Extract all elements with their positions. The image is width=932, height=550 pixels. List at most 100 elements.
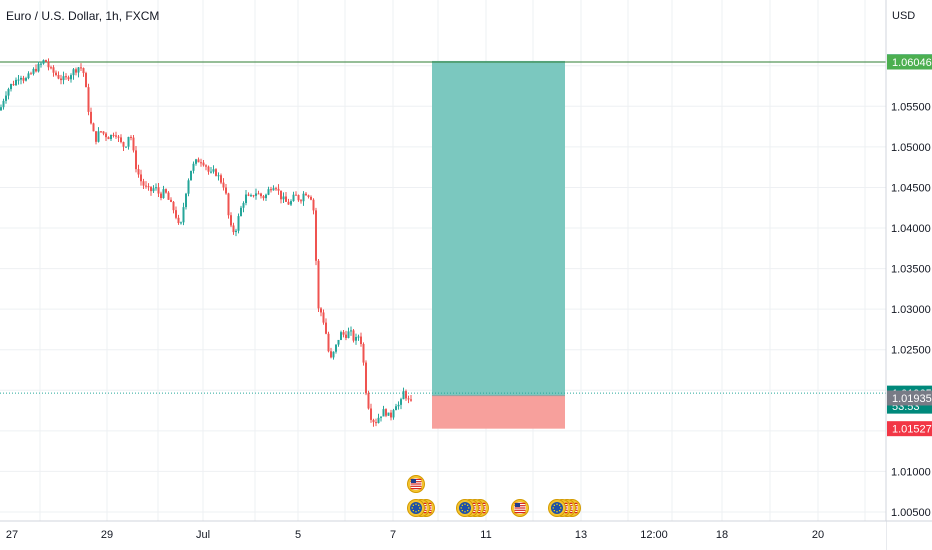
candle-down: [60, 74, 62, 85]
event-group[interactable]: [407, 499, 435, 517]
candle-down: [370, 403, 372, 423]
candle-up: [355, 333, 357, 345]
price-axis-bg: [886, 0, 932, 550]
time-tick-label: 12:00: [640, 529, 668, 541]
candle-up: [210, 167, 212, 174]
candle-up: [162, 185, 165, 199]
candle-down: [365, 360, 367, 396]
candle-up: [337, 339, 340, 347]
candle-up: [387, 412, 390, 416]
candle-up: [77, 66, 80, 78]
time-tick-label: 11: [480, 529, 491, 541]
candle-down: [165, 188, 167, 194]
svg-text:1.06046: 1.06046: [892, 57, 932, 69]
candle-down: [175, 206, 177, 220]
candle-down: [215, 168, 217, 177]
candle-up: [97, 127, 100, 143]
candle-up: [245, 190, 247, 206]
candle-down: [207, 165, 210, 175]
entry-price-tag: 1.01935: [887, 390, 932, 406]
candle-up: [335, 344, 337, 354]
candle-down: [322, 309, 325, 325]
candles: [0, 58, 412, 427]
candle-up: [240, 205, 242, 217]
us-flag-icon[interactable]: [511, 499, 529, 517]
candle-up: [127, 136, 130, 150]
candle-down: [35, 64, 37, 73]
candle-down: [270, 186, 272, 193]
price-tick-label: 1.05500: [891, 101, 931, 113]
economic-events[interactable]: [407, 475, 581, 517]
price-tick-label: 1.04000: [891, 223, 931, 235]
loss-zone[interactable]: [432, 395, 565, 429]
candle-down: [262, 194, 265, 201]
candle-up: [250, 193, 252, 197]
candle-up: [382, 405, 385, 417]
candle-down: [132, 135, 135, 153]
eu-flag-icon[interactable]: [548, 499, 566, 517]
candle-down: [160, 191, 162, 201]
time-tick-label: Jul: [196, 529, 210, 541]
svg-text:1.01527: 1.01527: [892, 424, 932, 436]
candle-up: [182, 202, 185, 226]
candle-up: [332, 351, 335, 360]
candle-down: [142, 178, 145, 190]
candle-down: [277, 184, 280, 195]
candle-down: [362, 342, 365, 366]
time-axis[interactable]: 27 29 Jul 5 7 11 13 12:00 18 20: [0, 520, 932, 550]
candle-down: [87, 83, 90, 116]
candle-up: [282, 192, 285, 203]
candle-up: [72, 67, 75, 80]
candle-down: [247, 192, 250, 197]
us-flag-icon[interactable]: [407, 475, 425, 493]
candle-down: [280, 190, 282, 204]
candle-up: [290, 199, 292, 207]
event-group[interactable]: [456, 499, 489, 517]
candle-down: [105, 132, 107, 142]
price-axis[interactable]: USD 1.05500 1.05000 1.04500 1.04000 1.03500 1.…: [885, 0, 932, 550]
event-group[interactable]: [511, 499, 529, 517]
candle-down: [330, 347, 332, 359]
time-tick-label: 20: [812, 529, 824, 541]
candle-up: [5, 91, 7, 104]
candle-down: [67, 75, 70, 82]
candle-up: [302, 191, 305, 206]
candle-up: [272, 185, 275, 191]
candle-up: [377, 413, 380, 424]
price-tick-label: 1.00500: [891, 507, 931, 519]
candle-up: [10, 83, 12, 92]
candle-down: [345, 330, 347, 341]
candle-down: [227, 192, 230, 219]
price-tick-label: 1.02500: [891, 345, 931, 357]
eu-flag-icon[interactable]: [456, 499, 474, 517]
candle-down: [147, 183, 150, 191]
candle-up: [42, 59, 45, 65]
candle-down: [115, 131, 117, 139]
price-tick-label: 1.03000: [891, 304, 931, 316]
candle-down: [385, 408, 387, 418]
candle-down: [407, 395, 410, 404]
candle-down: [205, 164, 207, 171]
candle-down: [172, 201, 175, 214]
position-tool[interactable]: [432, 60, 565, 429]
candle-down: [372, 418, 375, 427]
candle-down: [297, 194, 300, 202]
candle-up: [187, 178, 190, 197]
candle-down: [325, 318, 327, 335]
candle-up: [25, 76, 27, 82]
event-group[interactable]: [548, 499, 581, 517]
candle-up: [267, 186, 270, 196]
svg-text:1.01935: 1.01935: [892, 393, 932, 405]
time-tick-label: 29: [101, 529, 113, 541]
candle-up: [62, 71, 65, 85]
candle-down: [305, 191, 307, 196]
candle-down: [295, 191, 297, 196]
candle-down: [50, 65, 52, 70]
candle-down: [135, 146, 137, 173]
candle-down: [287, 198, 290, 205]
price-levels: [0, 61, 886, 394]
profit-zone[interactable]: [432, 60, 565, 396]
eu-flag-icon[interactable]: [407, 499, 425, 517]
candle-down: [220, 173, 222, 185]
